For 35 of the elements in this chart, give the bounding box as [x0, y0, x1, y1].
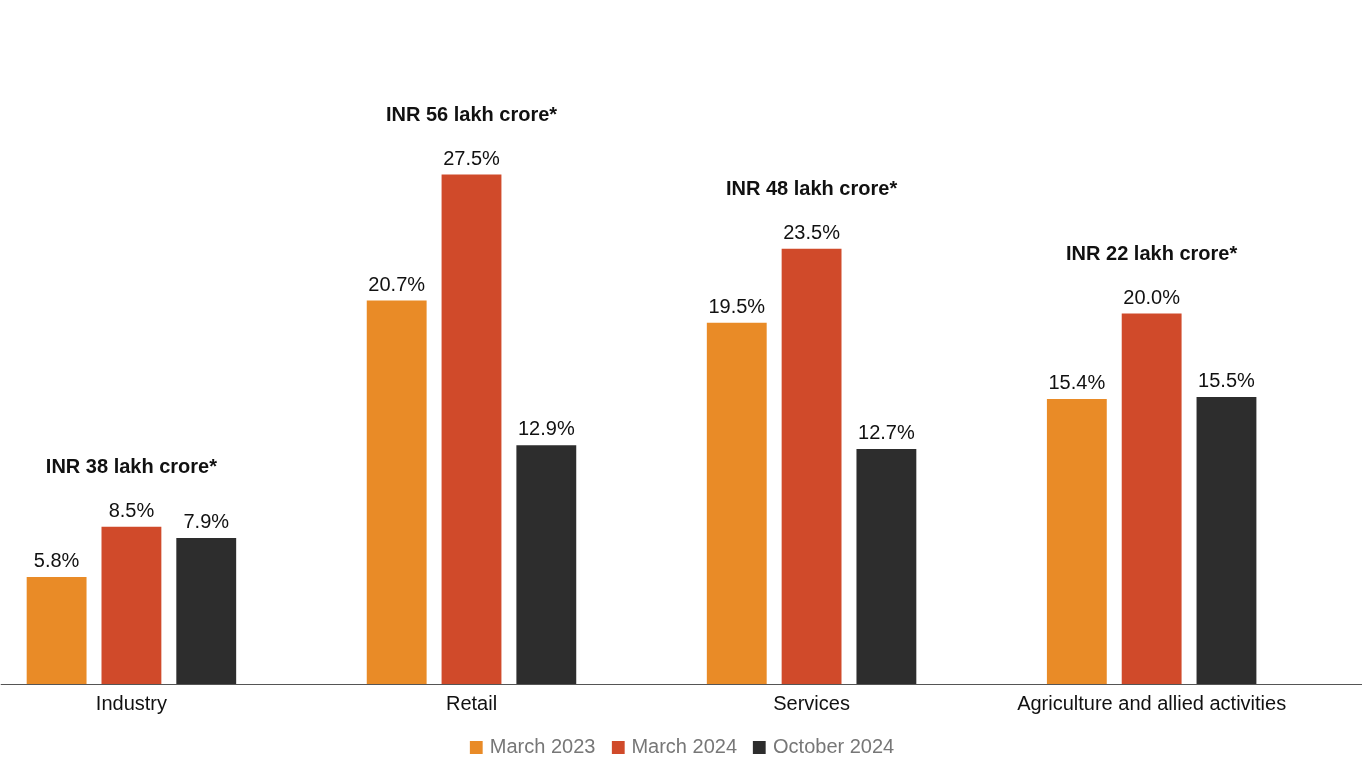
bar [26, 576, 87, 685]
bar [441, 174, 502, 685]
annotation: INR 38 lakh crore* [45, 454, 218, 477]
data-label: 20.0% [1123, 285, 1181, 308]
annotation: INR 22 lakh crore* [1066, 241, 1238, 264]
data-label: 7.9% [183, 509, 230, 532]
data-label: 15.5% [1198, 369, 1256, 392]
data-label: 19.5% [708, 294, 766, 317]
legend-label: October 2024 [773, 735, 895, 758]
text: INR 56 lakh crore* [385, 102, 558, 125]
bar [176, 537, 237, 685]
legend-label: March 2023 [489, 735, 596, 758]
bar [706, 322, 767, 685]
bar [101, 526, 162, 685]
x-tick-label: Industry [95, 691, 168, 714]
data-label: 27.5% [443, 146, 501, 169]
data-label: 23.5% [783, 220, 841, 243]
x-tick-label: Retail [445, 691, 498, 714]
bar [1046, 398, 1107, 685]
annotation: INR 48 lakh crore* [725, 176, 898, 199]
data-label: 12.7% [858, 420, 915, 443]
data-label: 5.8% [33, 548, 80, 571]
bar [366, 300, 427, 685]
legend-label: March 2024 [631, 735, 738, 758]
bar [781, 248, 842, 685]
bar [1121, 313, 1182, 685]
bar [516, 445, 577, 685]
x-tick-label: Services [773, 691, 850, 714]
data-label: 12.9% [517, 417, 575, 440]
x-tick-label: Agriculture and allied activities [1017, 691, 1287, 714]
bar [1196, 397, 1257, 685]
data-label: 20.7% [368, 272, 426, 295]
data-label: 8.5% [108, 498, 155, 521]
data-label: 15.4% [1048, 370, 1106, 393]
bar [856, 448, 917, 685]
